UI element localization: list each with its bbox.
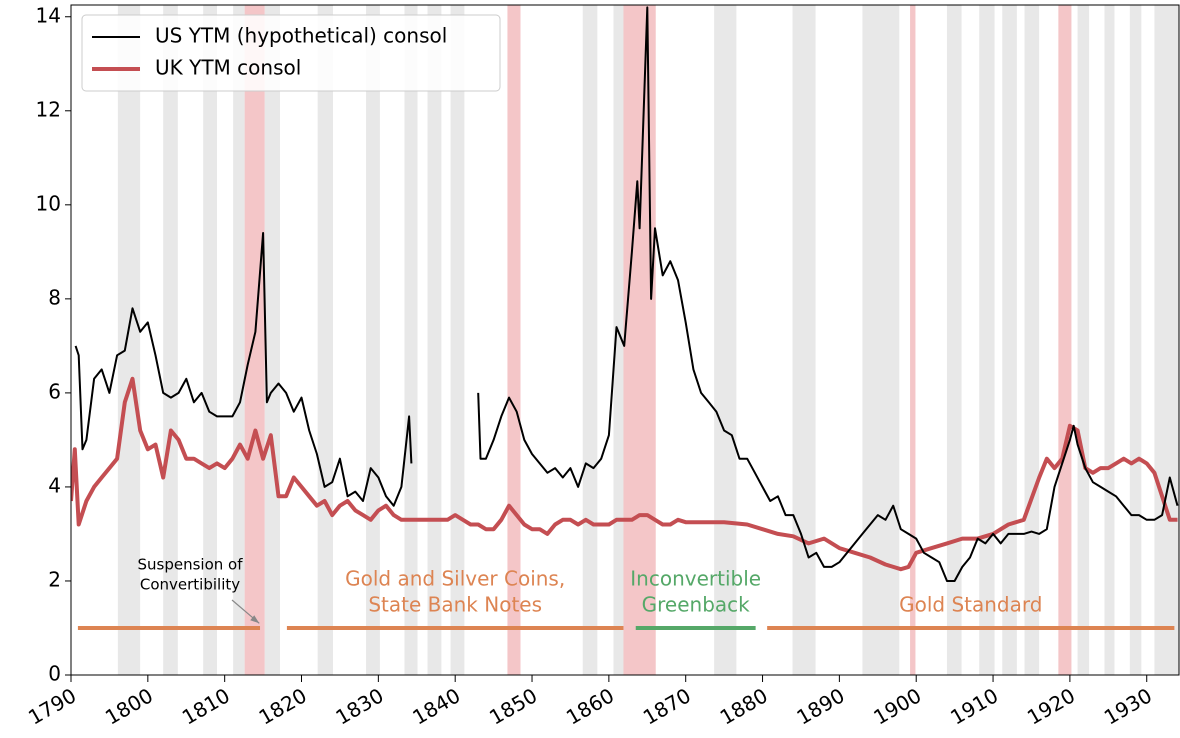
x-tick-label: 1790 — [24, 683, 80, 729]
plot-area — [71, 6, 1179, 630]
y-tick-label: 0 — [48, 662, 61, 686]
x-tick-label: 1910 — [946, 683, 1002, 729]
series-line — [71, 376, 1178, 572]
regime-label: Greenback — [642, 592, 751, 616]
recession-band — [317, 5, 334, 675]
x-tick-label: 1860 — [562, 683, 618, 729]
y-tick-label: 10 — [36, 191, 61, 215]
annotation-arrowhead — [250, 615, 260, 624]
recession-band — [427, 5, 442, 675]
regime-label: State Bank Notes — [368, 592, 542, 616]
recession-band — [582, 5, 598, 675]
y-tick-label: 12 — [36, 97, 61, 121]
x-tick-label: 1920 — [1023, 683, 1079, 729]
x-tick-label: 1890 — [793, 683, 849, 729]
y-tick-label: 4 — [48, 473, 61, 497]
recession-band — [1077, 5, 1090, 675]
recession-band — [1024, 5, 1040, 675]
plot-frame — [70, 4, 1180, 676]
recession-band — [714, 5, 737, 675]
war-band — [1058, 5, 1072, 675]
recession-band — [404, 5, 418, 675]
regime-label: Gold Standard — [899, 592, 1042, 616]
recession-band — [163, 5, 178, 675]
recession-band — [1129, 5, 1142, 675]
war-band — [244, 5, 265, 675]
recession-band — [613, 5, 625, 675]
recession-band — [117, 5, 141, 675]
legend-label: US YTM (hypothetical) consol — [155, 24, 447, 48]
war-band — [910, 5, 916, 675]
x-tick-label: 1880 — [716, 683, 772, 729]
legend-box — [81, 14, 501, 92]
regime-label: Gold and Silver Coins, — [345, 566, 565, 590]
recession-band — [450, 5, 465, 675]
recession-band — [946, 5, 962, 675]
recession-band — [1002, 5, 1017, 675]
x-tick-label: 1850 — [485, 683, 541, 729]
recession-band — [366, 5, 380, 675]
recession-band — [862, 5, 900, 675]
recession-band — [264, 5, 280, 675]
y-tick-label: 14 — [36, 3, 61, 27]
y-tick-label: 8 — [48, 285, 61, 309]
y-tick-label: 6 — [48, 379, 61, 403]
legend-label: UK YTM consol — [155, 56, 301, 80]
x-tick-label: 1840 — [408, 683, 464, 729]
recession-band — [233, 5, 245, 675]
x-tick-label: 1930 — [1100, 683, 1156, 729]
regime-label: Inconvertible — [630, 566, 761, 590]
recession-band — [203, 5, 217, 675]
recession-band — [1154, 5, 1179, 675]
legend: US YTM (hypothetical) consol UK YTM conso… — [81, 14, 501, 92]
x-tick-label: 1900 — [869, 683, 925, 729]
series-line — [74, 6, 1179, 582]
annotation: Suspension of — [138, 556, 244, 574]
x-tick-label: 1870 — [639, 683, 695, 729]
recession-band — [1104, 5, 1115, 675]
x-tick-label: 1830 — [332, 683, 388, 729]
x-tick-label: 1820 — [255, 683, 311, 729]
annotation: Convertibility — [140, 576, 240, 594]
war-band — [623, 5, 656, 675]
x-tick-label: 1800 — [101, 683, 157, 729]
recession-band — [792, 5, 816, 675]
y-tick-label: 2 — [48, 567, 61, 591]
recession-band — [979, 5, 995, 675]
x-tick-label: 1810 — [178, 683, 234, 729]
